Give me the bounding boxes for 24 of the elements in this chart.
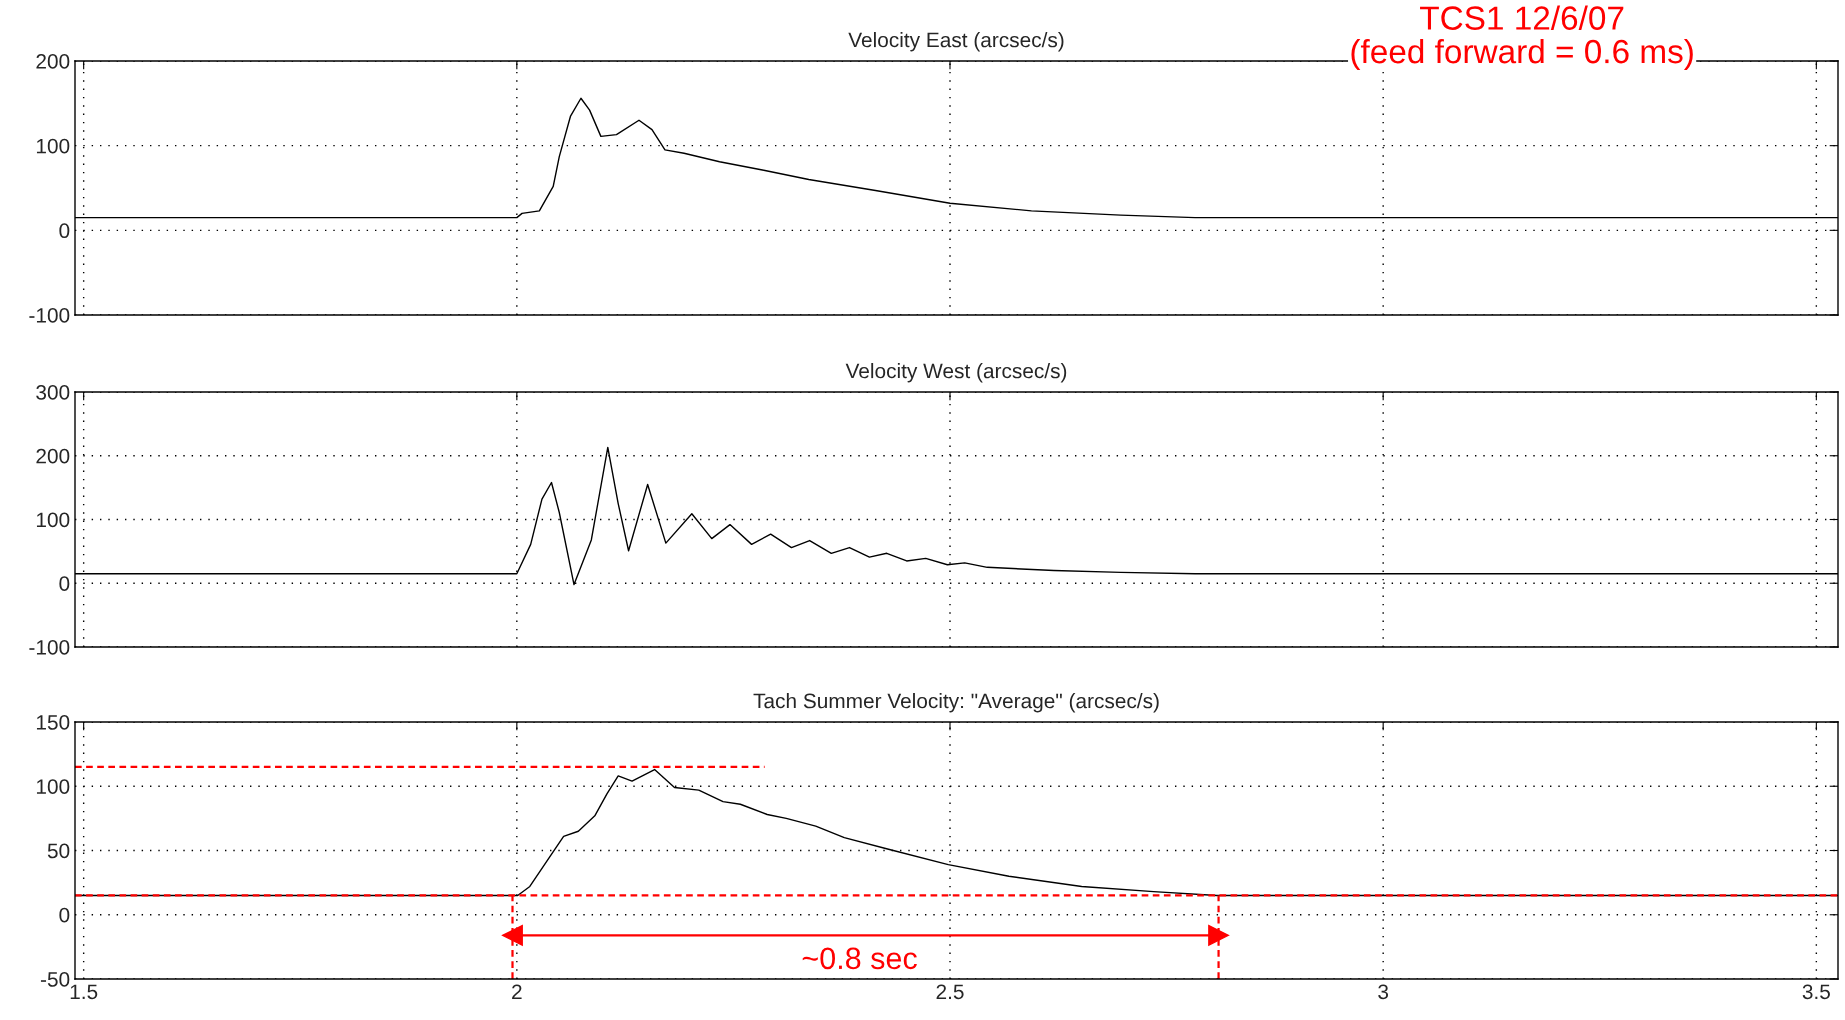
x-tick-label: 2 <box>512 984 522 999</box>
x-tick-label: 3 <box>1378 984 1389 1000</box>
y-tick-label: -100 <box>29 640 70 655</box>
y-tick-label: 0 <box>59 223 70 239</box>
y-tick-label: 300 <box>36 385 70 400</box>
y-tick-label: -50 <box>40 972 70 987</box>
y-tick-label: 100 <box>36 512 70 528</box>
y-tick-label: -100 <box>29 308 70 323</box>
y-tick-label: 0 <box>59 576 70 591</box>
annotation: TCS1 12/6/07 (feed forward = 0.6 ms) <box>1351 5 1693 71</box>
y-tick-label: 100 <box>36 138 70 154</box>
annotation: ~0.8 sec <box>802 947 917 970</box>
chart-title: Velocity East (arcsec/s) <box>848 32 1064 52</box>
y-tick-label: 100 <box>36 779 70 794</box>
y-tick-label: 0 <box>59 907 70 923</box>
x-tick-label: 3.5 <box>1802 984 1830 1000</box>
y-tick-label: 200 <box>36 448 70 464</box>
chart-title: Velocity West (arcsec/s) <box>845 363 1067 383</box>
x-tick-label: 1.5 <box>70 984 98 1000</box>
y-tick-label: 200 <box>36 54 70 69</box>
y-tick-label: 150 <box>36 715 70 730</box>
chart-title: Tach Summer Velocity: "Average" (arcsec/s) <box>753 693 1159 713</box>
x-tick-label: 2.5 <box>936 984 964 1000</box>
y-tick-label: 50 <box>47 843 70 859</box>
